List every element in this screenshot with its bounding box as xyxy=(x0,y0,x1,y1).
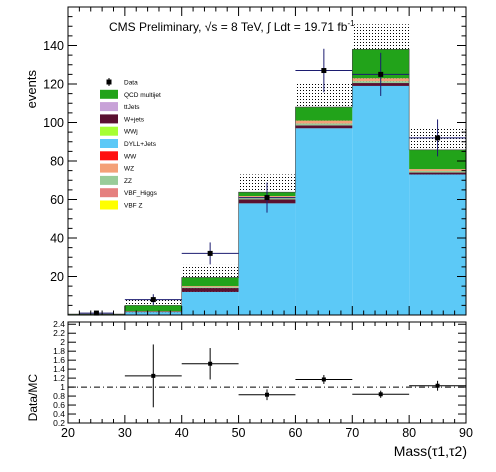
ratio-point xyxy=(151,373,156,378)
x-axis-title: Mass(τ1,τ2) xyxy=(394,443,467,459)
stack-bar xyxy=(409,169,466,172)
cms-header: CMS Preliminary, √s = 8 TeV, ∫ Ldt = 19.… xyxy=(109,19,355,34)
stack-bar xyxy=(124,311,182,313)
legend-swatch xyxy=(100,102,118,112)
data-point xyxy=(435,135,441,141)
y-tick-label: 60 xyxy=(50,193,64,207)
legend-swatch xyxy=(100,200,118,210)
stack-bar xyxy=(409,174,466,315)
ratio-y-tick-label: 2.4 xyxy=(53,319,65,329)
stack-bar xyxy=(409,149,466,170)
ratio-y-tick-label: 1 xyxy=(60,382,65,392)
data-point xyxy=(93,310,99,316)
legend-label: ZZ xyxy=(124,178,132,185)
stack-bar xyxy=(181,277,239,287)
ratio-frame xyxy=(67,321,467,424)
stack-bar xyxy=(295,125,353,129)
legend-label: WZ xyxy=(124,166,134,173)
data-point xyxy=(150,297,156,303)
ratio-y-tick-label: 1.4 xyxy=(53,364,65,374)
data-point xyxy=(378,71,384,77)
y-tick-label: 20 xyxy=(50,270,64,284)
stack-bar xyxy=(352,85,410,315)
legend-swatch xyxy=(100,188,118,198)
legend-swatch xyxy=(100,139,118,148)
y-axis-title-events: events xyxy=(24,70,39,109)
ratio-axes: 0.20.40.60.811.21.41.61.822.22.4 20 30 40 50… xyxy=(53,319,473,440)
legend-swatch xyxy=(100,89,118,99)
data-point xyxy=(207,250,213,256)
y-tick-label: 80 xyxy=(50,155,64,169)
x-tick-label: 60 xyxy=(288,426,302,440)
cms-header-superscript: -1 xyxy=(347,19,355,28)
x-tick-label: 20 xyxy=(61,426,75,440)
ratio-point xyxy=(321,377,326,382)
ratio-point xyxy=(378,392,383,397)
stack-bar xyxy=(124,305,182,312)
ratio-y-tick-label: 1.6 xyxy=(53,355,65,365)
main-axes: 20 40 60 80 100 120 140 xyxy=(43,6,467,316)
legend-label: VBF_Higgs xyxy=(124,190,158,197)
legend: Data QCD multijet ttJets W+jets WWj DYLL+Jets… xyxy=(100,78,161,210)
legend-label: WW xyxy=(124,153,137,160)
legend-label: QCD multijet xyxy=(124,92,161,99)
x-tick-label: 90 xyxy=(459,426,473,440)
ratio-y-tick-label: 1.8 xyxy=(53,346,65,356)
stack-bar xyxy=(295,128,353,315)
stack-bar xyxy=(409,171,466,173)
ratio-y-tick-label: 2.2 xyxy=(53,328,65,338)
legend-label: Data xyxy=(124,80,138,87)
x-tick-label: 30 xyxy=(118,426,132,440)
legend-swatch xyxy=(100,151,118,161)
ratio-y-tick-label: 0.8 xyxy=(53,391,65,401)
legend-label: DYLL+Jets xyxy=(124,141,157,148)
ratio-point xyxy=(435,383,440,388)
stack-bar xyxy=(295,120,353,124)
stack-bar xyxy=(124,312,182,315)
data-point xyxy=(264,195,270,201)
legend-swatch xyxy=(100,163,118,173)
y-axis-title-ratio: Data/MC xyxy=(26,374,40,422)
x-tick-label: 40 xyxy=(175,426,189,440)
ratio-points-layer xyxy=(68,344,466,408)
stack-bar xyxy=(238,203,296,315)
ratio-point xyxy=(265,392,269,397)
ratio-point xyxy=(208,361,213,366)
y-tick-label: 120 xyxy=(43,78,64,92)
legend-label: ttJets xyxy=(124,104,140,111)
legend-label: WWj xyxy=(124,129,138,136)
legend-label: VBF Z xyxy=(124,203,142,210)
stack-bar xyxy=(295,123,353,126)
cms-header-text: CMS Preliminary, √s = 8 TeV, ∫ Ldt = 19.… xyxy=(109,20,348,34)
main-plot: Data QCD multijet ttJets W+jets WWj DYLL+Jets… xyxy=(43,6,467,316)
legend-label: W+jets xyxy=(124,116,145,123)
data-points-layer xyxy=(79,48,466,316)
legend-marker xyxy=(106,79,112,85)
legend-swatch xyxy=(100,114,118,124)
stack-bar xyxy=(181,287,239,289)
ratio-y-tick-label: 0.4 xyxy=(53,409,65,419)
legend-swatch xyxy=(100,175,118,185)
stack-bar xyxy=(181,291,239,315)
stack-bar xyxy=(409,172,466,175)
x-tick-label: 80 xyxy=(402,426,416,440)
y-tick-label: 140 xyxy=(43,39,64,53)
ratio-y-tick-label: 2 xyxy=(60,337,65,347)
ratio-y-tick-label: 0.2 xyxy=(53,418,65,428)
ratio-y-tick-label: 0.6 xyxy=(53,400,65,410)
stack-bar xyxy=(295,107,353,121)
x-tick-label: 50 xyxy=(232,426,246,440)
y-tick-label: 40 xyxy=(50,232,64,246)
legend-swatch xyxy=(100,126,118,136)
data-point xyxy=(321,68,327,74)
y-tick-label: 100 xyxy=(43,116,64,130)
ratio-plot: 0.20.40.60.811.21.41.61.822.22.4 20 30 40 50… xyxy=(53,319,473,440)
ratio-y-tick-label: 1.2 xyxy=(53,373,65,383)
x-tick-label: 70 xyxy=(345,426,359,440)
stack-bar xyxy=(181,286,239,288)
stack-bar xyxy=(181,288,239,292)
